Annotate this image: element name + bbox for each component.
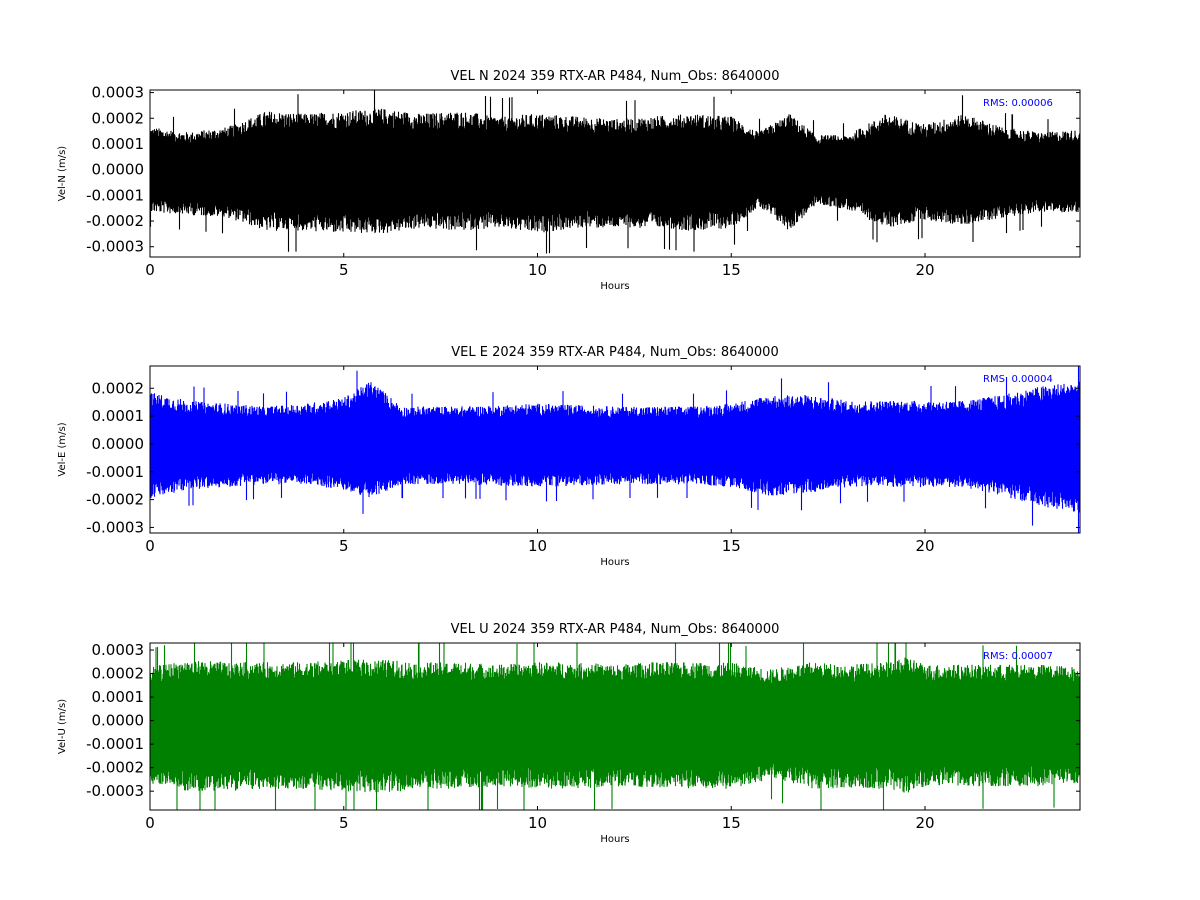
chart-title: VEL U 2024 359 RTX-AR P484, Num_Obs: 864… (451, 622, 780, 637)
x-tick-label: 0 (145, 261, 155, 279)
chart-title: VEL E 2024 359 RTX-AR P484, Num_Obs: 864… (451, 345, 778, 360)
x-tick-label: 20 (915, 814, 934, 832)
x-tick-label: 15 (722, 537, 741, 555)
y-tick-label: 0.0001 (92, 688, 145, 706)
y-tick-label: -0.0003 (86, 238, 144, 256)
y-tick-label: 0.0003 (92, 84, 145, 102)
axes-frame (149, 89, 1081, 258)
chart-title: VEL N 2024 359 RTX-AR P484, Num_Obs: 864… (451, 69, 780, 84)
y-tick-label: -0.0001 (86, 463, 144, 481)
y-axis-label: Vel-U (m/s) (57, 699, 68, 754)
x-tick-label: 5 (339, 261, 349, 279)
data-core-band (150, 407, 1080, 484)
y-tick-label: -0.0003 (86, 782, 144, 800)
x-tick-label: 0 (145, 537, 155, 555)
x-tick-label: 10 (528, 537, 547, 555)
panel-e: 0 5 10 15 20 -0.0003 -0.0002 -0.0001 0.0000 0.000… (57, 345, 1081, 568)
y-tick-label: 0.0000 (92, 712, 145, 730)
y-tick-label: -0.0002 (86, 212, 144, 230)
y-tick-label: -0.0001 (86, 186, 144, 204)
y-tick-label: 0.0002 (92, 665, 145, 683)
x-tick-label: 15 (722, 814, 741, 832)
y-tick-label: 0.0001 (92, 135, 145, 153)
y-tick-label: 0.0000 (92, 435, 145, 453)
y-axis-label: Vel-E (m/s) (57, 422, 68, 476)
x-tick-label: 5 (339, 537, 349, 555)
x-tick-label: 0 (145, 814, 155, 832)
y-tick-label: 0.0002 (92, 379, 145, 397)
x-axis-label: Hours (600, 281, 629, 292)
x-tick-label: 15 (722, 261, 741, 279)
data-series-n (150, 90, 1080, 254)
x-axis-label: Hours (600, 557, 629, 568)
x-tick-label: 10 (528, 261, 547, 279)
data-core-band (150, 682, 1080, 763)
x-tick-label: 5 (339, 814, 349, 832)
x-tick-label: 10 (528, 814, 547, 832)
y-tick-label: -0.0001 (86, 735, 144, 753)
x-axis-label: Hours (600, 834, 629, 845)
y-tick-label: 0.0000 (92, 161, 145, 179)
data-series-e (150, 366, 1080, 533)
y-tick-label: -0.0002 (86, 491, 144, 509)
y-tick-label: -0.0002 (86, 759, 144, 777)
y-tick-label: -0.0003 (86, 518, 144, 536)
axes-frame (149, 642, 1081, 811)
rms-annotation: RMS: 0.00006 (983, 98, 1053, 109)
panel-n: 0 5 10 15 20 -0.0003 -0.0002 -0.0001 0.0000 0.000… (57, 69, 1081, 292)
rms-annotation: RMS: 0.00007 (983, 651, 1053, 662)
y-tick-label: 0.0001 (92, 407, 145, 425)
y-axis-label: Vel-N (m/s) (57, 146, 68, 201)
data-core-band (150, 134, 1080, 207)
rms-annotation: RMS: 0.00004 (983, 374, 1053, 385)
data-series-u (150, 643, 1080, 810)
y-tick-label: 0.0003 (92, 641, 145, 659)
axes-frame (149, 365, 1081, 534)
x-tick-label: 20 (915, 537, 934, 555)
y-tick-label: 0.0002 (92, 109, 145, 127)
x-tick-label: 20 (915, 261, 934, 279)
panel-u: 0 5 10 15 20 -0.0003 -0.0002 -0.0001 0.0000 0.000… (57, 622, 1081, 845)
